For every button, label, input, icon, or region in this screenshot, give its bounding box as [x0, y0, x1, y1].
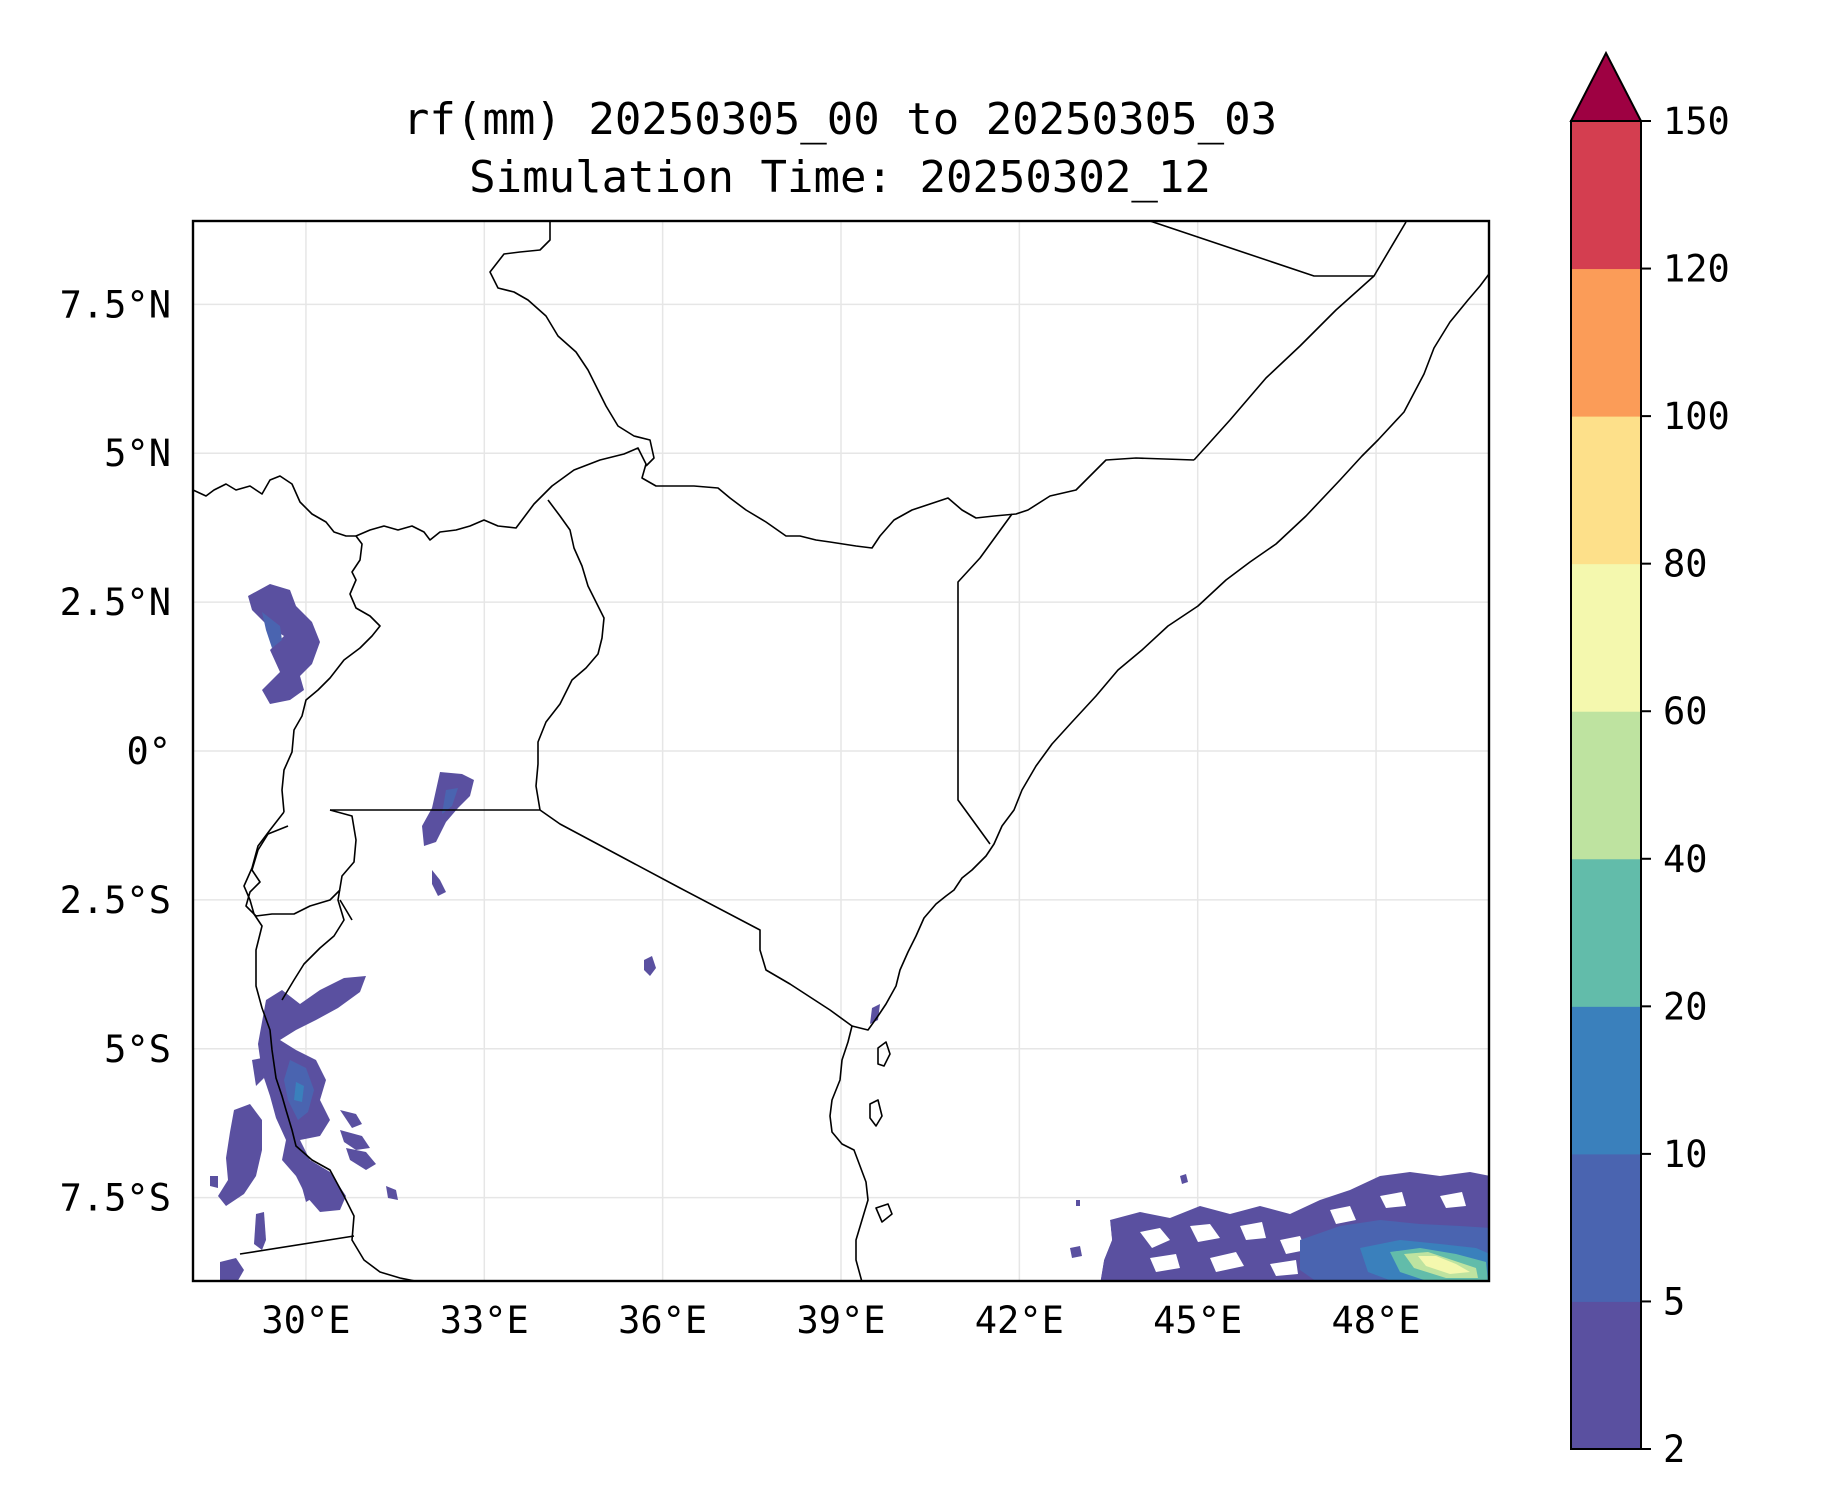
rainfall-patch: [300, 1178, 316, 1202]
rainfall-patch: [1190, 1224, 1220, 1242]
colorbar-segment: [1571, 1006, 1641, 1155]
colorbar-tick-label: 10: [1663, 1133, 1708, 1176]
rainfall-patch: [644, 956, 656, 976]
y-tick-label: 2.5°N: [60, 581, 171, 624]
colorbar-segment: [1571, 1153, 1641, 1302]
country-border: [193, 475, 381, 813]
rainfall-patch: [218, 1104, 262, 1206]
country-border: [1149, 221, 1374, 277]
x-tick-label: 45°E: [1153, 1299, 1242, 1342]
x-tick-label: 48°E: [1331, 1299, 1420, 1342]
colorbar-segment: [1571, 121, 1641, 270]
rainfall-patch: [262, 612, 282, 648]
x-axis-ticks: 30°E 33°E 36°E 39°E 42°E 45°E 48°E: [261, 1299, 1420, 1342]
rainfall-patch: [432, 870, 446, 896]
rainfall-patch: [248, 584, 320, 704]
rainfall-patch: [870, 1004, 880, 1024]
x-tick-label: 36°E: [618, 1299, 707, 1342]
colorbar-tick-label: 20: [1663, 985, 1708, 1028]
country-border: [1193, 221, 1407, 461]
y-tick-label: 7.5°N: [60, 283, 171, 326]
country-border: [245, 825, 341, 917]
rainfall-patch: [1140, 1228, 1170, 1248]
rainfall-patch: [1092, 1220, 1112, 1281]
colorbar-segment: [1571, 1301, 1641, 1450]
country-border: [489, 221, 655, 467]
rainfall-patch: [1440, 1192, 1466, 1208]
rainfall-patch: [1180, 1174, 1188, 1184]
y-axis-ticks: 7.5°N 5°N 2.5°N 0° 2.5°S 5°S 7.5°S: [60, 283, 171, 1219]
rainfall-patch: [210, 1176, 218, 1188]
rainfall-patch: [220, 1258, 244, 1281]
rainfall-patch: [1418, 1256, 1470, 1274]
rainfall-patch: [1280, 1236, 1306, 1254]
rainfall-field: [210, 584, 1489, 1281]
map-frame: [191, 219, 1491, 1283]
rainfall-patch: [1240, 1222, 1266, 1240]
country-border: [239, 1235, 355, 1255]
y-tick-label: 2.5°S: [60, 879, 171, 922]
colorbar-tick-label: 60: [1663, 690, 1708, 733]
colorbar-tick-label: 80: [1663, 543, 1708, 586]
rainfall-patch: [252, 1058, 264, 1086]
colorbar-tick-label: 100: [1663, 395, 1730, 438]
map-title: rf(mm) 20250305_00 to 20250305_03: [402, 94, 1278, 145]
map-gridlines: [193, 221, 1489, 1281]
colorbar-tick-label: 5: [1663, 1280, 1685, 1323]
rainfall-patch: [1380, 1192, 1406, 1208]
rainfall-patch: [1270, 1260, 1298, 1276]
country-border: [339, 899, 353, 921]
map-subtitle: Simulation Time: 20250302_12: [469, 152, 1211, 203]
colorbar-tick-label: 40: [1663, 838, 1708, 881]
country-border: [957, 513, 1013, 845]
colorbar-tick-label: 150: [1663, 100, 1730, 143]
y-tick-label: 5°S: [104, 1028, 171, 1071]
country-border: [330, 809, 853, 1027]
rainfall-patch: [340, 1110, 362, 1128]
x-tick-label: 39°E: [796, 1299, 885, 1342]
rainfall-patch: [346, 1148, 376, 1170]
y-tick-label: 7.5°S: [60, 1177, 171, 1220]
x-tick-label: 42°E: [975, 1299, 1064, 1342]
rainfall-patch: [1150, 1254, 1180, 1272]
boundaries: [193, 221, 1489, 1281]
rainfall-patch: [1210, 1252, 1244, 1272]
country-border: [243, 811, 420, 1281]
country-border: [281, 809, 357, 1001]
rainfall-patch: [1330, 1206, 1356, 1224]
island-mafia: [875, 1203, 893, 1223]
rainfall-patch: [1076, 1200, 1080, 1206]
rainfall-patch: [442, 788, 458, 814]
colorbar-segment: [1571, 858, 1641, 1007]
map-features: [193, 221, 1489, 1281]
rainfall-patch: [294, 1082, 304, 1102]
island-pemba: [869, 1099, 883, 1127]
colorbar-tick-label: 2: [1663, 1428, 1685, 1471]
colorbar: 2 5 10 20 40 60 80 100 120 150: [1569, 50, 1730, 1471]
y-tick-label: 5°N: [104, 432, 171, 475]
coastline: [829, 273, 1489, 1281]
colorbar-extend-arrow: [1569, 50, 1643, 122]
country-border: [535, 499, 605, 811]
country-border: [355, 447, 1195, 549]
rainfall-patch: [1070, 1246, 1082, 1258]
y-tick-label: 0°: [126, 730, 171, 773]
colorbar-frame: [1570, 120, 1642, 1450]
x-tick-label: 30°E: [261, 1299, 350, 1342]
colorbar-tick-label: 120: [1663, 248, 1730, 291]
colorbar-segment: [1571, 711, 1641, 860]
colorbar-segment: [1571, 268, 1641, 417]
island-zanzibar: [877, 1041, 891, 1067]
rainfall-patch: [340, 1130, 370, 1150]
rainfall-patch: [386, 1186, 398, 1200]
x-tick-label: 33°E: [440, 1299, 529, 1342]
colorbar-segment: [1571, 416, 1641, 565]
colorbar-segment: [1571, 563, 1641, 712]
rainfall-patch: [254, 1212, 266, 1250]
